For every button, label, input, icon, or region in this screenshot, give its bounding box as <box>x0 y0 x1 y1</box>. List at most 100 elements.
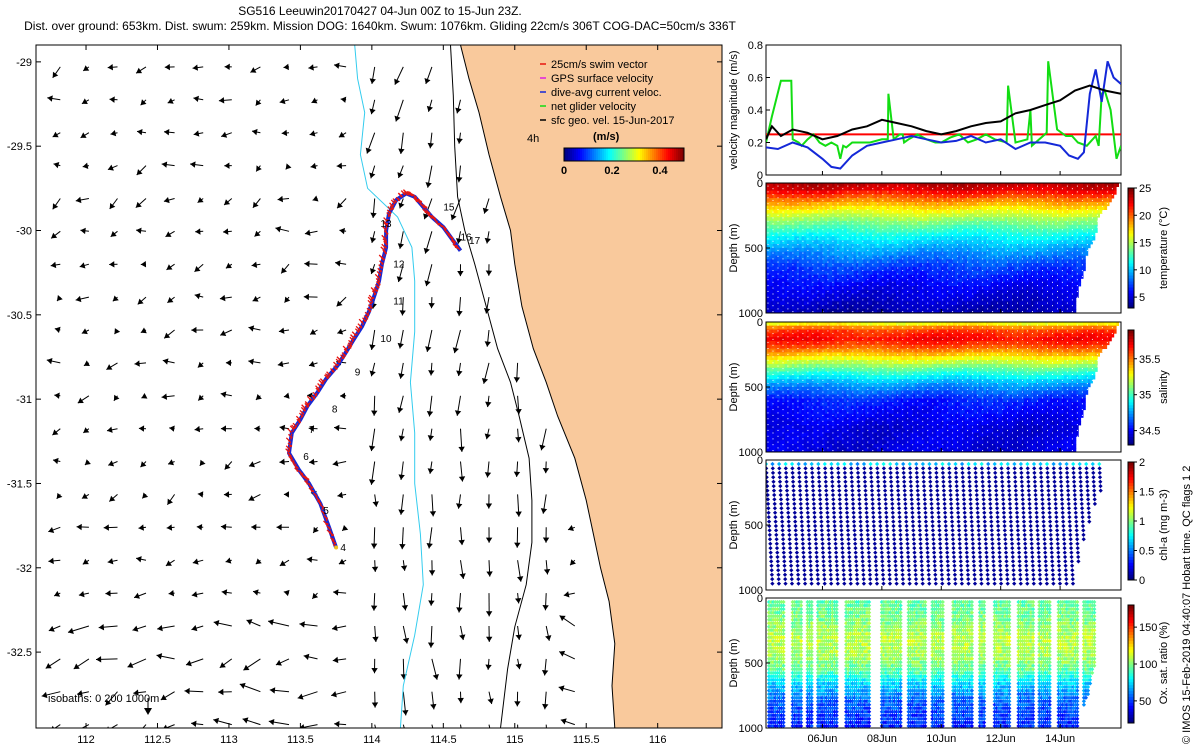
section-cell <box>971 282 975 287</box>
section-cell <box>773 198 776 203</box>
section-cell <box>791 194 795 199</box>
section-cell <box>990 282 994 287</box>
section-cell <box>936 309 940 313</box>
velocity-arrowhead <box>163 196 170 204</box>
section-cell <box>933 240 937 245</box>
velocity-arrowhead <box>75 295 82 303</box>
section-cell <box>839 244 843 249</box>
section-cell <box>1023 251 1027 256</box>
section-cell <box>967 198 970 203</box>
section-cell <box>929 194 932 199</box>
section-cell <box>986 282 989 287</box>
section-cell <box>995 224 999 230</box>
section-cell <box>803 282 807 287</box>
section-cell <box>960 278 963 283</box>
section-cell <box>874 186 878 191</box>
section-cell <box>929 301 932 306</box>
velocity-arrowhead <box>106 364 113 370</box>
section-cell <box>910 236 914 241</box>
section-cell <box>886 228 890 233</box>
section-cell <box>803 270 807 275</box>
section-cell <box>881 286 885 291</box>
swim-point <box>394 200 398 203</box>
section-cell <box>867 213 871 218</box>
section-cell <box>832 274 835 279</box>
section-cell <box>799 236 802 241</box>
section-cell <box>865 228 869 233</box>
section-cell <box>943 217 947 222</box>
section-cell <box>896 282 899 287</box>
section-cell <box>844 183 847 187</box>
section-cell <box>900 236 904 241</box>
section-cell <box>952 213 956 218</box>
section-cell <box>1007 232 1011 237</box>
section-cell <box>993 236 996 241</box>
section-cell <box>1000 289 1003 295</box>
section-cell <box>936 232 940 237</box>
section-cell <box>782 201 786 207</box>
section-cell <box>969 224 973 230</box>
colorbar-cell <box>622 148 625 161</box>
section-cell <box>829 213 833 218</box>
section-cell <box>1028 293 1032 298</box>
section-cell <box>825 221 828 226</box>
section-cell <box>789 186 793 191</box>
section-cell <box>844 263 847 268</box>
section-cell <box>893 282 897 287</box>
section-cell <box>933 213 937 218</box>
section-cell <box>976 190 980 195</box>
colorbar-cell <box>672 148 675 161</box>
section-cell <box>848 228 852 233</box>
velocity-ylabel: velocity magnitude (m/s) <box>728 50 740 169</box>
section-cell <box>993 251 996 256</box>
section-cell <box>803 293 807 298</box>
section-cell <box>990 289 994 295</box>
section-cell <box>886 194 890 199</box>
section-cell <box>962 247 966 252</box>
section-cell <box>915 232 918 237</box>
section-cell <box>891 289 895 295</box>
section-cell <box>806 190 809 195</box>
section-cell <box>971 240 975 245</box>
section-cell <box>983 309 987 313</box>
section-cell <box>848 255 852 260</box>
section-cell <box>829 289 833 295</box>
section-cell <box>1012 247 1015 252</box>
section-cell <box>974 247 977 252</box>
section-cell <box>853 224 857 230</box>
section-cell <box>1007 190 1011 195</box>
section-cell <box>915 236 918 241</box>
section-cell <box>986 270 989 275</box>
section-cell <box>1023 201 1027 207</box>
section-cell <box>950 289 954 295</box>
section-cell <box>867 289 871 295</box>
section-cell <box>926 266 930 272</box>
section-cell <box>780 194 783 199</box>
velocity-arrowhead <box>398 373 405 379</box>
colorbar-cell <box>650 148 653 161</box>
velocity-arrowhead <box>75 196 82 204</box>
section-cell <box>810 251 814 256</box>
section-cell <box>867 293 871 298</box>
velocity-arrowhead <box>164 332 171 339</box>
section-cell <box>810 270 814 275</box>
section-cell <box>853 228 857 233</box>
section-cell <box>879 217 883 222</box>
section-cell <box>945 190 949 195</box>
section-cell <box>877 247 880 252</box>
section-cell <box>1014 301 1018 306</box>
velocity-arrowhead <box>487 698 494 704</box>
section-cell <box>926 282 930 287</box>
colorbar-cell <box>624 148 627 161</box>
section-cell <box>770 240 774 245</box>
section-cell <box>915 293 918 298</box>
section-cell <box>1000 251 1003 256</box>
section-cell <box>806 228 809 233</box>
section-cell <box>960 232 963 237</box>
colorbar-cell <box>610 148 613 161</box>
section-cell <box>960 213 963 218</box>
section-cell <box>993 270 996 275</box>
section-cell <box>964 240 968 245</box>
section-cell <box>957 244 961 249</box>
section-cell <box>903 209 906 214</box>
